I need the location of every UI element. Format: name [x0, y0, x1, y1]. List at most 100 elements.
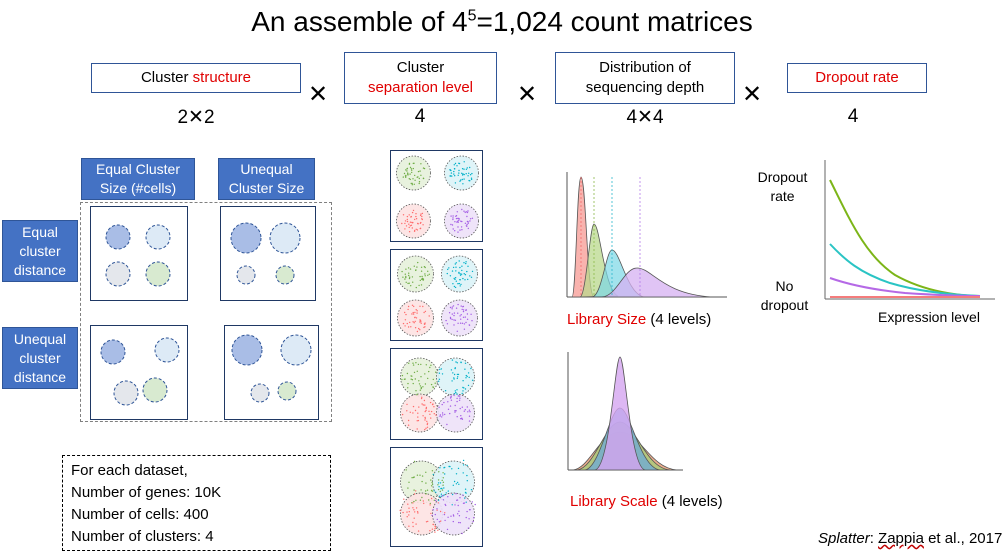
cell-point — [420, 278, 423, 280]
cell-point — [469, 218, 472, 220]
cell-point — [414, 174, 416, 177]
cell-point — [425, 406, 428, 409]
library-size-red: Library Size — [567, 311, 647, 328]
cell-point — [454, 390, 456, 392]
cell-point — [426, 423, 428, 426]
cell-point — [418, 383, 421, 385]
cell-point — [411, 379, 414, 381]
cell-point — [456, 373, 459, 376]
cell-point — [409, 321, 411, 324]
cell-point — [420, 221, 422, 224]
cell-point — [415, 507, 418, 509]
cell-point — [468, 409, 471, 411]
cell-point — [414, 179, 416, 181]
cell-point — [456, 221, 458, 223]
cell-point — [451, 308, 453, 310]
cell-point — [422, 278, 425, 280]
cell-point — [437, 499, 440, 501]
cell-point — [463, 168, 465, 170]
factor-4-text: Dropout rate — [815, 69, 899, 86]
cell-point — [413, 489, 415, 491]
cell-point — [409, 225, 411, 227]
cell-point — [412, 167, 414, 170]
row-label-equal-distance: Equal cluster distance — [2, 220, 78, 282]
cell-point — [404, 278, 406, 280]
cell-point — [439, 490, 441, 493]
equal-size-equal-distance-clusters — [105, 224, 171, 287]
cell-point — [421, 475, 424, 477]
cell-point — [461, 208, 463, 211]
cell-point — [412, 405, 415, 408]
cell-point — [422, 305, 424, 308]
cell-point — [442, 484, 444, 486]
cell-point — [424, 322, 426, 324]
cell-point — [419, 305, 421, 307]
cell-point — [438, 378, 441, 380]
factor-4-count: 4 — [847, 106, 859, 127]
cell-point — [453, 480, 456, 483]
cell-point — [412, 382, 414, 385]
cell-point — [419, 499, 422, 501]
cell-point — [464, 368, 466, 370]
cell-point — [404, 220, 407, 222]
cell-point — [424, 373, 426, 375]
cell-point — [451, 313, 453, 315]
cell-point — [459, 229, 461, 231]
cell-point — [446, 423, 448, 426]
cell-point — [469, 166, 471, 169]
cell-point — [405, 225, 408, 227]
cell-point — [407, 282, 409, 285]
cell-point — [424, 310, 427, 313]
cell-point — [453, 170, 455, 173]
cell-point — [470, 178, 473, 181]
cluster-region — [400, 357, 439, 397]
cell-point — [420, 489, 422, 491]
cell-point — [441, 412, 444, 414]
structure-panel-equal-equal — [90, 206, 188, 301]
cell-point — [419, 385, 422, 387]
cell-point — [454, 367, 456, 370]
cell-point — [413, 371, 416, 374]
cell-point — [419, 275, 421, 278]
col-label-unequal-size: Unequal Cluster Size — [218, 158, 315, 200]
cell-point — [469, 411, 471, 413]
dropout-xlabel: Expression level — [878, 309, 980, 325]
cell-point — [406, 511, 408, 513]
cell-point — [407, 424, 410, 426]
cell-point — [406, 220, 409, 223]
cell-point — [418, 406, 420, 408]
cell-point — [409, 166, 412, 169]
cell-point — [414, 511, 416, 513]
cell-point — [462, 390, 464, 392]
cell-point — [406, 167, 409, 170]
cell-point — [453, 312, 456, 314]
factor-1-count: 2✕2 — [177, 107, 215, 128]
cell-point — [455, 280, 457, 282]
cell-point — [404, 325, 406, 327]
cell-point — [466, 510, 468, 513]
cell-point — [464, 409, 466, 411]
cell-point — [455, 215, 458, 217]
cell-point — [432, 523, 435, 526]
cell-point — [456, 389, 458, 391]
cell-point — [451, 380, 453, 382]
cell-point — [427, 520, 429, 523]
cell-point — [412, 178, 414, 180]
cell-point — [431, 490, 433, 492]
cell-point — [413, 517, 415, 519]
cell-point — [446, 323, 449, 325]
cell-point — [461, 269, 463, 272]
row-label-unequal-distance: Unequal cluster distance — [2, 327, 78, 389]
cell-point — [415, 269, 417, 271]
factor-dropout-rate: Dropout rate — [787, 63, 927, 93]
cell-point — [453, 378, 455, 380]
cell-point — [408, 277, 411, 280]
cell-point — [458, 219, 460, 221]
cell-point — [461, 406, 463, 408]
cell-point — [464, 488, 467, 490]
cell-point — [451, 175, 453, 177]
row-label-2-line1: Unequal — [13, 330, 67, 347]
cell-point — [417, 419, 420, 422]
library-size-density-plot — [566, 172, 727, 298]
cell-point — [454, 411, 456, 413]
